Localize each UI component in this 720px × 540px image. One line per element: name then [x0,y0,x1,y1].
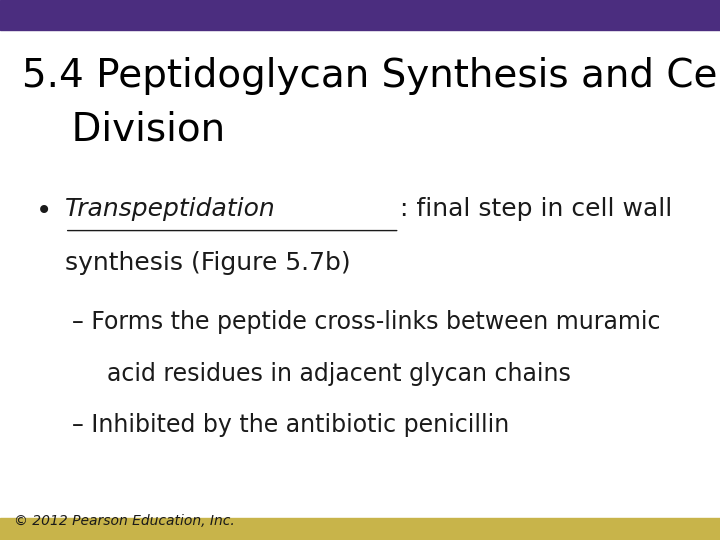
Bar [0,0,720,30]
Text: synthesis (Figure 5.7b): synthesis (Figure 5.7b) [65,251,351,275]
Bar [0,518,720,540]
Text: – Inhibited by the antibiotic penicillin: – Inhibited by the antibiotic penicillin [72,413,509,437]
Text: : final step in cell wall: : final step in cell wall [400,197,672,221]
Text: – Forms the peptide cross-links between muramic: – Forms the peptide cross-links between … [72,310,660,334]
Text: 5.4 Peptidoglycan Synthesis and Cell: 5.4 Peptidoglycan Synthesis and Cell [22,57,720,94]
Text: Division: Division [22,111,225,148]
Text: Transpeptidation: Transpeptidation [65,197,276,221]
Text: © 2012 Pearson Education, Inc.: © 2012 Pearson Education, Inc. [14,514,235,528]
Text: •: • [36,197,53,225]
Text: acid residues in adjacent glycan chains: acid residues in adjacent glycan chains [107,362,570,386]
